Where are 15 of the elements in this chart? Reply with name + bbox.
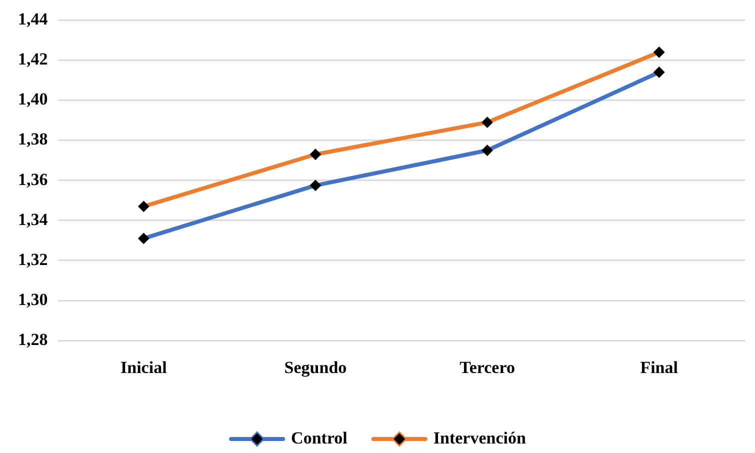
y-tick-label: 1,42 xyxy=(18,50,48,69)
legend-label: Control xyxy=(291,428,348,448)
legend-label: Intervención xyxy=(433,428,526,448)
y-tick-label: 1,38 xyxy=(18,130,48,149)
x-tick-label: Tercero xyxy=(460,358,515,378)
y-tick-label: 1,28 xyxy=(18,330,48,349)
y-tick-label: 1,32 xyxy=(18,250,48,269)
y-tick-label: 1,30 xyxy=(18,290,48,309)
x-tick-label: Inicial xyxy=(120,358,168,378)
y-tick-label: 1,44 xyxy=(18,10,48,29)
y-tick-label: 1,34 xyxy=(18,210,48,229)
x-tick-label: Segundo xyxy=(284,358,347,378)
y-tick-label: 1,36 xyxy=(18,170,48,189)
y-tick-label: 1,40 xyxy=(18,90,48,109)
x-tick-label: Final xyxy=(640,358,678,378)
